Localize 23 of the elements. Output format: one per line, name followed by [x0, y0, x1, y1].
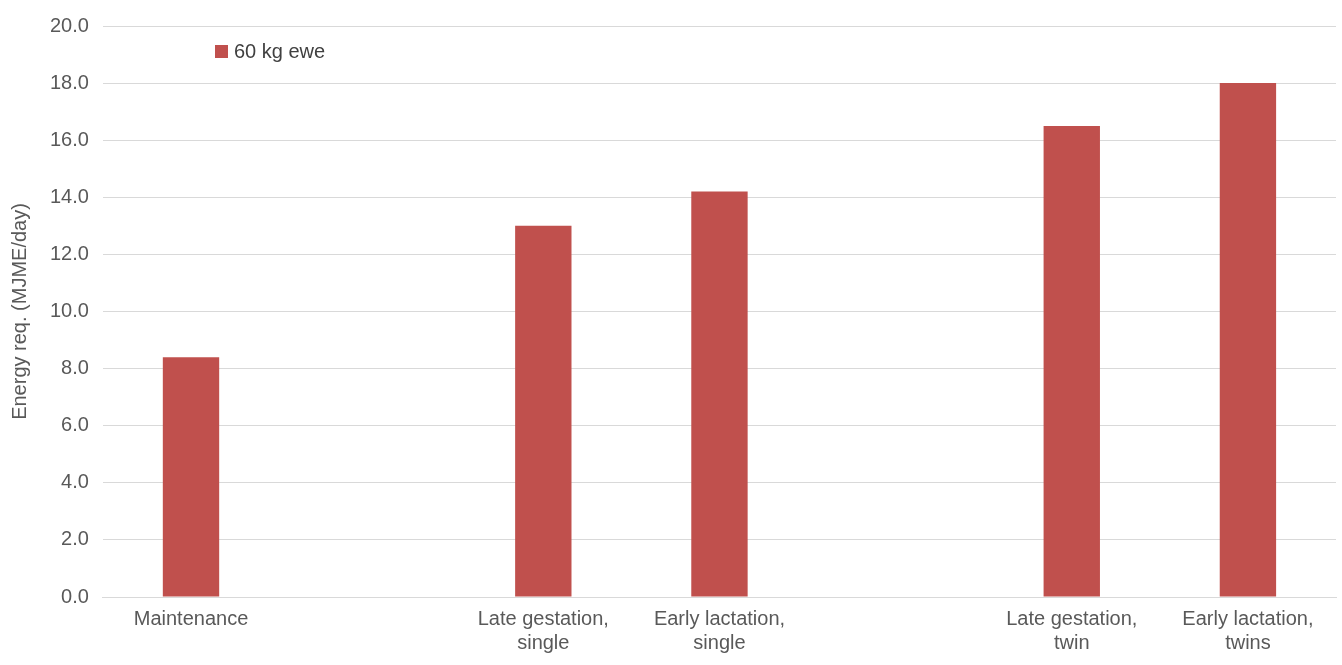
bar [1043, 125, 1100, 597]
bar [691, 191, 748, 597]
y-tick-label: 12.0 [49, 241, 89, 264]
y-tick-label: 10.0 [49, 299, 89, 322]
legend-label: 60 kg ewe [234, 40, 326, 63]
x-tick-label: Early lactation, single [653, 606, 786, 653]
x-tick-label: Maintenance [133, 606, 249, 629]
bar [1219, 83, 1277, 597]
x-tick-label: Late gestation, twin [1006, 606, 1138, 653]
bar [515, 225, 572, 597]
y-tick-label: 2.0 [61, 527, 89, 550]
y-tick-label: 20.0 [49, 13, 89, 36]
y-axis-title: Energy req. (MJME/day) [7, 203, 30, 420]
y-tick-label: 0.0 [61, 584, 89, 607]
y-tick-label: 14.0 [49, 184, 89, 207]
x-tick-label: Early lactation, twins [1182, 606, 1314, 653]
y-tick-label: 4.0 [61, 470, 89, 493]
y-tick-label: 18.0 [49, 70, 89, 93]
y-tick-label: 16.0 [49, 127, 89, 150]
y-tick-label: 6.0 [61, 413, 89, 436]
y-tick-label: 8.0 [61, 356, 89, 379]
x-tick-label: Late gestation, single [477, 606, 609, 653]
bar [162, 357, 220, 597]
